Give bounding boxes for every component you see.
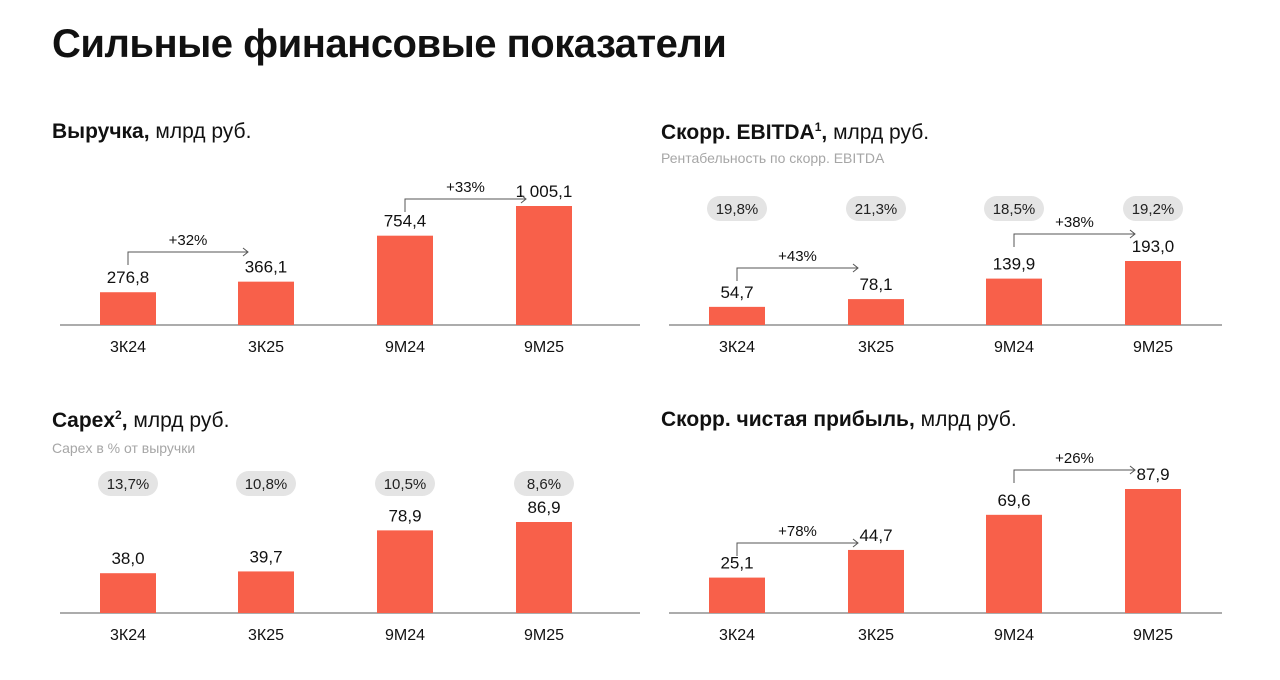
growth-arrow <box>404 198 526 212</box>
revenue-chart-title: Выручка, млрд руб. <box>52 120 252 143</box>
bar-3К25 <box>238 281 294 325</box>
footnote-marker: 1 <box>814 120 822 134</box>
data-label: 38,0 <box>111 549 144 568</box>
category-label: 9М25 <box>524 339 564 356</box>
arrow-head-icon <box>520 194 527 204</box>
category-label: 3К24 <box>110 627 146 644</box>
data-label: 78,9 <box>388 506 421 525</box>
ratio-pill <box>707 196 767 221</box>
bar-3К25 <box>848 299 904 325</box>
category-label: 3К24 <box>110 339 146 356</box>
bar-3К25 <box>848 549 904 613</box>
data-label: 754,4 <box>384 212 427 231</box>
category-label: 9М24 <box>994 627 1034 644</box>
ratio-pill-label: 10,8% <box>245 476 288 493</box>
bar-9М25 <box>1125 261 1181 325</box>
arrow-head-icon <box>1129 465 1136 475</box>
ratio-pill-label: 19,8% <box>716 201 759 218</box>
category-label: 9М25 <box>1133 339 1173 356</box>
growth-arrow <box>127 251 248 265</box>
arrow-head-icon <box>852 538 859 548</box>
arrow-head-icon <box>852 263 859 273</box>
ebitda-chart-subtitle: Рентабельность по скорр. EBITDA <box>661 150 885 166</box>
bar-9М25 <box>1125 489 1181 613</box>
ratio-pill <box>236 471 296 496</box>
ratio-pill <box>1123 196 1183 221</box>
footnote-marker: 2 <box>115 408 122 422</box>
ratio-pill-label: 13,7% <box>107 476 150 493</box>
bar-3К24 <box>100 292 156 325</box>
category-label: 9М24 <box>385 627 425 644</box>
category-label: 9М25 <box>524 627 564 644</box>
bar-9М25 <box>516 206 572 325</box>
category-label: 3К25 <box>858 339 894 356</box>
data-label: 69,6 <box>997 491 1030 510</box>
net-profit-chart-title: Скорр. чистая прибыль, млрд руб. <box>661 408 1017 431</box>
ebitda-chart-title: Скорр. EBITDA1, млрд руб. <box>661 120 930 144</box>
data-label: 276,8 <box>107 268 150 287</box>
capex-chart-subtitle: Capex в % от выручки <box>52 440 196 456</box>
data-label: 1 005,1 <box>516 182 573 201</box>
category-label: 3К25 <box>858 627 894 644</box>
category-label: 3К24 <box>719 627 755 644</box>
category-label: 3К25 <box>248 339 284 356</box>
data-label: 78,1 <box>859 275 892 294</box>
bar-3К25 <box>238 571 294 613</box>
category-label: 3К24 <box>719 339 755 356</box>
bar-3К24 <box>100 573 156 613</box>
growth-arrow <box>736 542 858 556</box>
ratio-pill-label: 10,5% <box>384 476 427 493</box>
category-label: 3К25 <box>248 627 284 644</box>
ratio-pill <box>984 196 1044 221</box>
data-label: 44,7 <box>859 526 892 545</box>
growth-label: +43% <box>778 248 817 265</box>
bar-9М24 <box>986 514 1042 613</box>
bar-9М24 <box>377 235 433 325</box>
growth-label: +78% <box>778 523 817 540</box>
bar-9М25 <box>516 522 572 613</box>
growth-label: +38% <box>1055 214 1094 231</box>
growth-arrow <box>736 267 858 281</box>
ratio-pill <box>514 471 574 496</box>
data-label: 366,1 <box>245 258 288 277</box>
category-label: 9М25 <box>1133 627 1173 644</box>
data-label: 87,9 <box>1136 465 1169 484</box>
arrow-head-icon <box>1129 229 1136 239</box>
data-label: 25,1 <box>720 554 753 573</box>
data-label: 193,0 <box>1132 237 1175 256</box>
bar-3К24 <box>709 577 765 613</box>
growth-label: +33% <box>446 179 485 196</box>
data-label: 139,9 <box>993 255 1036 274</box>
bar-3К24 <box>709 306 765 325</box>
data-label: 54,7 <box>720 283 753 302</box>
ratio-pill-label: 19,2% <box>1132 201 1175 218</box>
category-label: 9М24 <box>385 339 425 356</box>
page-title: Сильные финансовые показатели <box>52 22 727 66</box>
ratio-pill <box>375 471 435 496</box>
data-label: 86,9 <box>527 498 560 517</box>
ratio-pill <box>846 196 906 221</box>
growth-arrow <box>1013 469 1135 483</box>
capex-chart-title: Capex2, млрд руб. <box>52 408 230 432</box>
bar-9М24 <box>377 530 433 613</box>
ratio-pill-label: 8,6% <box>527 476 561 493</box>
ratio-pill-label: 21,3% <box>855 201 898 218</box>
growth-arrow <box>1013 233 1135 247</box>
growth-label: +26% <box>1055 450 1094 467</box>
category-label: 9М24 <box>994 339 1034 356</box>
ratio-pill <box>98 471 158 496</box>
ratio-pill-label: 18,5% <box>993 201 1036 218</box>
arrow-head-icon <box>242 247 249 257</box>
data-label: 39,7 <box>249 547 282 566</box>
growth-label: +32% <box>169 232 208 249</box>
bar-9М24 <box>986 278 1042 325</box>
